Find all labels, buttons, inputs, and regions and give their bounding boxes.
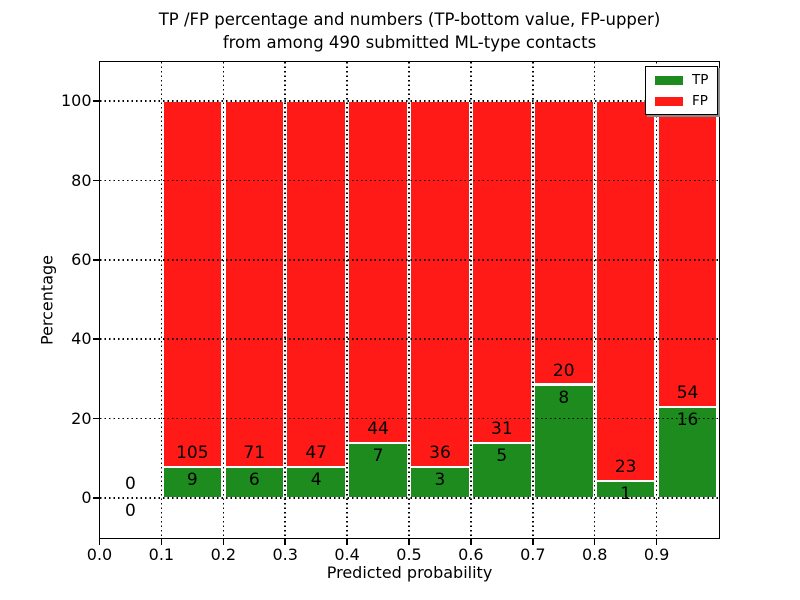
x-tick-label: 0.7 xyxy=(520,544,546,564)
x-tick-label: 0.5 xyxy=(396,544,422,564)
y-tick-label: 100 xyxy=(60,91,92,111)
tp-count-label: 3 xyxy=(434,470,446,491)
bar-tp-segment xyxy=(224,466,284,498)
tp-count-label: 0 xyxy=(125,500,136,521)
x-tick xyxy=(470,537,472,545)
y-tick-label: 80 xyxy=(71,170,92,190)
y-tick-label: 60 xyxy=(71,249,92,269)
bar-fp-segment xyxy=(534,101,594,385)
y-tick xyxy=(92,497,100,499)
legend-entry-fp: FP xyxy=(655,94,708,108)
fp-count-label: 31 xyxy=(491,418,513,439)
fp-count-label: 105 xyxy=(176,442,209,463)
y-tick-label: 40 xyxy=(71,329,92,349)
y-tick-label: 0 xyxy=(81,487,92,507)
bar-fp-segment xyxy=(162,101,223,467)
bar-tp-segment xyxy=(410,467,470,498)
bar-tp-segment xyxy=(534,384,594,498)
chart-title: TP /FP percentage and numbers (TP-bottom… xyxy=(100,8,719,54)
bar-fp-segment xyxy=(410,101,470,468)
tp-count-label: 7 xyxy=(372,446,384,467)
x-tick-label: 0.0 xyxy=(86,544,113,564)
bar-tp-segment xyxy=(657,407,718,498)
fp-count-label: 36 xyxy=(429,443,451,464)
gridline-v xyxy=(284,61,286,538)
x-tick-label: 0.1 xyxy=(148,544,175,564)
fp-count-label: 23 xyxy=(614,457,637,478)
plot-area: 0.0 0.1 0.2 0.3 0.4 0.5 0.6 0.7 0.8 0.9 0 20 40 60 80 1… xyxy=(61,60,720,564)
gridline-v xyxy=(655,61,658,538)
gridline-v xyxy=(160,61,163,538)
tp-count-label: 9 xyxy=(186,469,198,490)
x-tick xyxy=(532,537,534,545)
legend-label-fp: FP xyxy=(692,93,708,109)
x-tick xyxy=(346,537,348,545)
y-tick xyxy=(92,259,100,261)
x-tick-label: 0.6 xyxy=(458,544,484,564)
gridline-v xyxy=(408,61,410,538)
fp-count-label: 0 xyxy=(125,473,136,494)
tp-count-label: 6 xyxy=(248,469,260,490)
bar-fp-segment xyxy=(595,101,656,482)
x-tick-label: 0.2 xyxy=(210,544,237,564)
tp-count-label: 4 xyxy=(310,469,322,490)
bar-tp-segment xyxy=(286,466,346,498)
gridline-v xyxy=(593,61,596,538)
tp-count-label: 1 xyxy=(620,484,632,505)
bar-fp-segment xyxy=(472,101,532,443)
x-tick-label: 0.3 xyxy=(272,544,298,564)
bar-fp-segment xyxy=(657,101,718,408)
x-tick-label: 0.8 xyxy=(581,544,608,564)
x-axis-label: Predicted probability xyxy=(326,563,493,582)
tp-count-label: 16 xyxy=(676,410,699,431)
x-tick-label: 0.9 xyxy=(643,544,670,564)
y-axis-label: Percentage xyxy=(37,254,57,346)
y-tick xyxy=(92,100,100,102)
gridline-v xyxy=(346,61,348,538)
bar-fp-segment xyxy=(224,101,284,467)
tp-count-label: 5 xyxy=(496,445,508,466)
bar-fp-segment xyxy=(286,101,346,467)
legend-label-tp: TP xyxy=(692,72,709,88)
y-tick xyxy=(92,417,100,420)
fp-count-label: 71 xyxy=(243,442,266,463)
tp-count-label: 8 xyxy=(558,387,570,408)
x-tick xyxy=(98,537,101,545)
legend: TP FP xyxy=(645,66,719,115)
bar-tp-segment xyxy=(472,442,532,498)
y-tick xyxy=(92,338,100,340)
x-tick xyxy=(655,537,658,545)
chart-title-line2: from among 490 submitted ML-type contact… xyxy=(222,33,597,52)
y-tick-label: 20 xyxy=(71,408,92,428)
x-tick-label: 0.4 xyxy=(334,544,360,564)
fp-count-label: 44 xyxy=(367,419,389,440)
x-tick xyxy=(408,537,410,545)
y-tick xyxy=(92,179,100,182)
fp-count-label: 54 xyxy=(676,383,699,404)
fp-color-swatch xyxy=(655,96,683,106)
legend-entry-tp: TP xyxy=(655,73,708,87)
gridline-v xyxy=(532,61,534,538)
gridline-v xyxy=(222,61,225,538)
chart-title-line1: TP /FP percentage and numbers (TP-bottom… xyxy=(158,10,661,29)
fp-count-label: 47 xyxy=(305,442,327,463)
x-tick xyxy=(160,537,163,545)
gridline-v xyxy=(470,61,472,538)
x-tick xyxy=(593,537,596,545)
bar-fp-segment xyxy=(348,101,408,444)
x-tick xyxy=(284,537,286,545)
tp-color-swatch xyxy=(655,75,683,85)
fp-count-label: 20 xyxy=(552,360,575,381)
x-tick xyxy=(222,537,225,545)
